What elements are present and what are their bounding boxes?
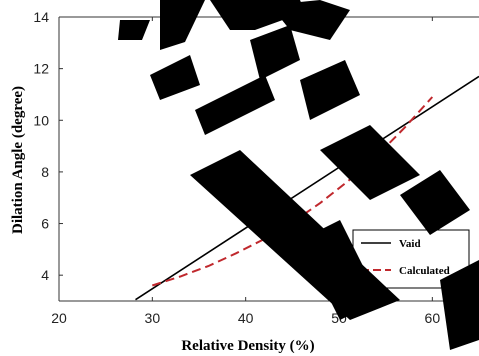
y-tick-label: 4 bbox=[41, 267, 49, 283]
y-tick-label: 6 bbox=[41, 216, 49, 232]
legend-label-calculated: Calculated bbox=[399, 265, 450, 277]
watermark-stroke bbox=[440, 260, 479, 350]
watermark-stroke bbox=[150, 55, 200, 100]
x-axis-title: Relative Density (%) bbox=[181, 338, 314, 354]
watermark-stroke bbox=[160, 0, 205, 50]
y-tick-label: 12 bbox=[33, 61, 49, 77]
x-tick-label: 20 bbox=[51, 310, 67, 326]
series-line-vaid bbox=[135, 75, 479, 301]
watermark-stroke bbox=[118, 20, 150, 40]
y-tick-label: 14 bbox=[33, 9, 49, 25]
x-tick-label: 60 bbox=[425, 310, 441, 326]
watermark-stroke bbox=[270, 0, 350, 40]
watermark-stroke bbox=[400, 170, 470, 235]
watermark-stroke bbox=[250, 25, 300, 80]
y-axis-title: Dilation Angle (degree) bbox=[10, 86, 26, 234]
watermark-stroke bbox=[300, 60, 360, 120]
watermark-stroke bbox=[320, 125, 420, 200]
x-tick-label: 40 bbox=[238, 310, 254, 326]
y-tick-label: 8 bbox=[41, 164, 49, 180]
legend-label-vaid: Vaid bbox=[399, 238, 421, 250]
x-tick-label: 30 bbox=[145, 310, 161, 326]
watermark-stroke bbox=[195, 75, 275, 135]
y-tick-label: 10 bbox=[33, 112, 49, 128]
watermark bbox=[118, 0, 479, 350]
watermark-stroke bbox=[300, 220, 380, 320]
